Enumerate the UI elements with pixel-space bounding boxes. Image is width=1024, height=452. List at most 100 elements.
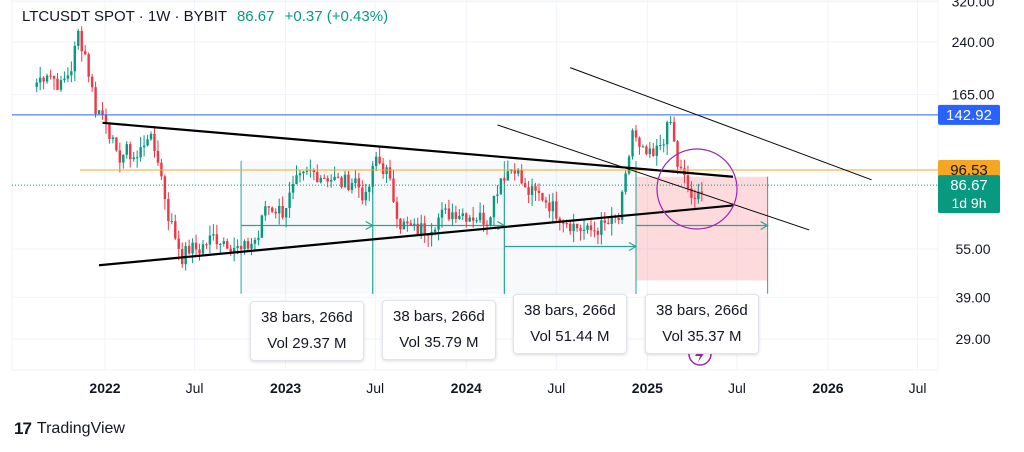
- candle-body: [135, 157, 139, 159]
- candle-body: [125, 144, 128, 155]
- candle-body: [277, 205, 281, 214]
- candle-body: [80, 30, 83, 52]
- candle-body: [607, 222, 610, 224]
- candle-body: [122, 154, 125, 163]
- candle-body: [662, 144, 665, 146]
- candle-body: [589, 225, 593, 231]
- candle-body: [437, 217, 440, 230]
- candle-body: [104, 114, 108, 124]
- time-tick-label: Jul: [728, 380, 746, 396]
- candle-body: [499, 178, 503, 195]
- candle-body: [90, 76, 94, 88]
- candle-body: [534, 186, 537, 191]
- channel-lower-line: [497, 124, 810, 231]
- candle-body: [174, 221, 177, 239]
- candle-body: [541, 192, 544, 201]
- measure-bars: 38 bars, 266d: [261, 309, 353, 326]
- candle-body: [645, 146, 648, 155]
- candle-body: [395, 201, 399, 219]
- candle-body: [423, 223, 426, 234]
- last-price-label: 86.67: [950, 177, 988, 194]
- candle-body: [215, 234, 219, 245]
- tradingview-brand[interactable]: 17 TradingView: [14, 419, 125, 439]
- candle-body: [368, 186, 371, 192]
- candle-body: [343, 174, 347, 187]
- drawing-layer[interactable]: [12, 67, 938, 366]
- time-tick-label: 2025: [632, 380, 663, 396]
- candle-body: [582, 229, 586, 231]
- candle-body: [333, 176, 336, 181]
- time-tick-label: Jul: [547, 380, 565, 396]
- price-tick-label: 240.00: [952, 34, 995, 50]
- candle-body: [641, 146, 645, 148]
- candle-body: [236, 246, 239, 249]
- candle-body: [101, 110, 104, 115]
- candle-series: [35, 26, 704, 271]
- price-tick-label: 320.00: [952, 0, 995, 10]
- last-price-label-bg: [938, 175, 1000, 214]
- candle-body: [139, 147, 142, 158]
- candle-body: [246, 241, 250, 249]
- candle-body: [652, 148, 655, 156]
- candle-body: [146, 139, 149, 146]
- candle-body: [461, 213, 465, 216]
- candle-body: [440, 209, 444, 218]
- candle-body: [378, 156, 381, 164]
- symbol-title[interactable]: LTCUSDT SPOT · 1W · BYBIT: [22, 8, 227, 25]
- candle-body: [295, 175, 298, 185]
- candle-body: [177, 238, 180, 249]
- candle-body: [596, 230, 600, 235]
- candle-body: [281, 205, 284, 218]
- measure-box-2: 38 bars, 266d Vol 35.79 M: [382, 300, 496, 360]
- candle-body: [610, 215, 613, 224]
- candle-body: [568, 223, 572, 232]
- candle-body: [409, 223, 413, 226]
- candle-body: [471, 217, 475, 221]
- candle-body: [163, 176, 167, 200]
- candle-body: [485, 224, 489, 226]
- candle-body: [260, 215, 264, 238]
- candle-body: [115, 137, 118, 151]
- candle-body: [603, 220, 607, 223]
- candle-body: [153, 133, 156, 151]
- candle-body: [413, 223, 416, 226]
- candle-body: [530, 186, 534, 195]
- candle-body: [274, 211, 277, 214]
- candle-body: [634, 130, 638, 138]
- candle-body: [454, 212, 458, 219]
- candle-body: [496, 194, 499, 196]
- candle-body: [686, 175, 690, 189]
- price-tick-label: 165.00: [952, 87, 995, 103]
- candle-body: [167, 199, 170, 222]
- candle-body: [388, 167, 392, 179]
- measure-bars: 38 bars, 266d: [524, 302, 616, 319]
- candle-body: [354, 178, 357, 183]
- candle-body: [257, 237, 260, 240]
- candle-body: [579, 228, 582, 231]
- candle-body: [87, 54, 90, 77]
- candle-body: [620, 191, 624, 220]
- arrow-head: [760, 221, 769, 231]
- candle-body: [201, 244, 205, 254]
- candle-body: [527, 187, 530, 195]
- candle-body: [648, 148, 652, 155]
- candle-body: [679, 166, 683, 169]
- candle-body: [520, 169, 523, 184]
- lightning-bolt: [695, 346, 705, 362]
- candle-body: [465, 213, 468, 222]
- candle-body: [700, 191, 704, 193]
- candle-body: [35, 82, 38, 87]
- candle-body: [565, 223, 568, 225]
- candle-body: [364, 191, 368, 201]
- candle-body: [250, 243, 253, 249]
- candle-body: [142, 145, 146, 148]
- candle-body: [284, 208, 288, 218]
- measure-zones: [240, 160, 769, 294]
- candle-body: [638, 137, 641, 147]
- candle-body: [600, 220, 603, 235]
- candle-body: [381, 163, 385, 174]
- candle-body: [399, 218, 402, 230]
- candle-body: [229, 248, 232, 252]
- candle-body: [551, 201, 555, 212]
